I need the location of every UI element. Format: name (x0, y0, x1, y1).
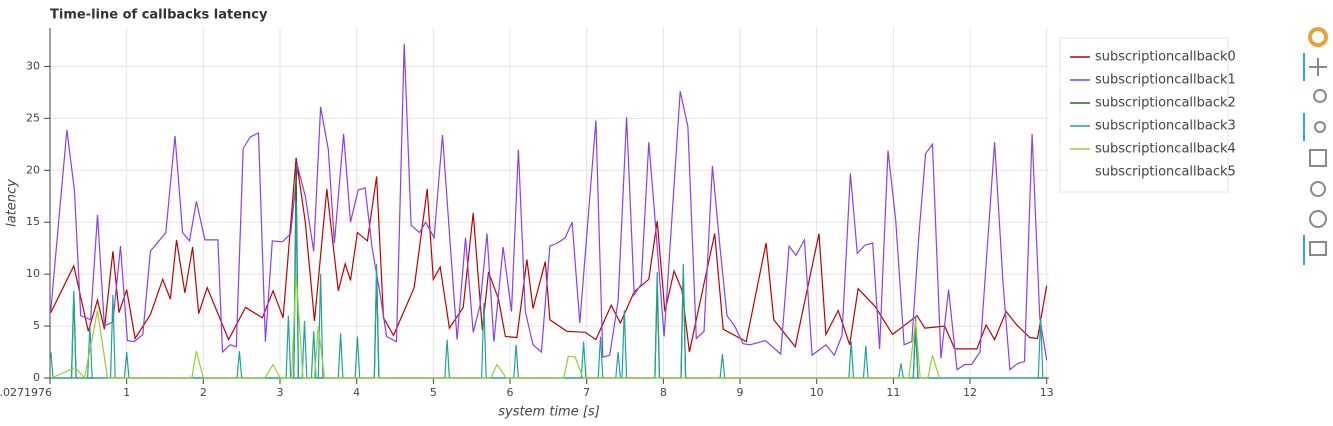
x-tick-label: 10 (810, 386, 824, 399)
x-tick-label: 1 (123, 386, 130, 399)
series-line (50, 165, 1047, 379)
chart-title: Time-line of callbacks latency (50, 8, 268, 23)
save-tool[interactable] (1309, 149, 1327, 167)
y-tick-label: 0 (33, 371, 40, 384)
legend-label: subscriptioncallback0 (1095, 50, 1236, 65)
x-tick-label: 13 (1040, 386, 1054, 399)
box-zoom-tool[interactable] (1313, 89, 1327, 103)
y-tick-label: 15 (26, 215, 40, 228)
hover-tool[interactable] (1309, 241, 1327, 256)
x-tick-label: 4 (353, 386, 360, 399)
x-tick-label: 11 (886, 386, 900, 399)
legend-label: subscriptioncallback1 (1095, 73, 1236, 88)
series-line (51, 274, 940, 380)
y-axis-label: latency (5, 179, 20, 227)
y-tick-label: 5 (33, 319, 40, 332)
x-axis-label: system time [s] (498, 405, 600, 420)
x-tick-label: 7 (583, 386, 590, 399)
x-tick-label: 3 (277, 386, 284, 399)
toolbar (1303, 27, 1328, 265)
tool-active (1303, 235, 1305, 265)
legend-label: subscriptioncallback3 (1095, 119, 1236, 134)
bokeh-logo[interactable] (1308, 27, 1328, 47)
x-tick-label: 2 (200, 386, 207, 399)
legend-label: subscriptioncallback2 (1095, 96, 1236, 111)
y-tick-label: 20 (26, 163, 40, 176)
reset-tool[interactable] (1310, 181, 1326, 197)
tool-active (1303, 113, 1305, 141)
x-tick-label: 8 (660, 386, 667, 399)
legend-label: subscriptioncallback5 (1095, 165, 1236, 180)
x-tick-label: 12 (963, 386, 977, 399)
legend-box (1059, 37, 1229, 193)
pan-tool[interactable] (1309, 58, 1327, 76)
tool-active (1303, 53, 1305, 81)
x-tick-label: 0+1672121003.0271976 (0, 386, 52, 399)
wheel-zoom-tool[interactable] (1314, 121, 1326, 133)
y-tick-label: 30 (26, 59, 40, 72)
y-tick-label: 10 (26, 267, 40, 280)
legend-label: subscriptioncallback4 (1095, 142, 1236, 157)
y-tick-label: 25 (26, 111, 40, 124)
series-line (50, 43, 1048, 371)
help-tool[interactable] (1309, 210, 1327, 228)
x-tick-label: 6 (507, 386, 514, 399)
x-tick-label: 5 (430, 386, 437, 399)
x-tick-label: 9 (737, 386, 744, 399)
